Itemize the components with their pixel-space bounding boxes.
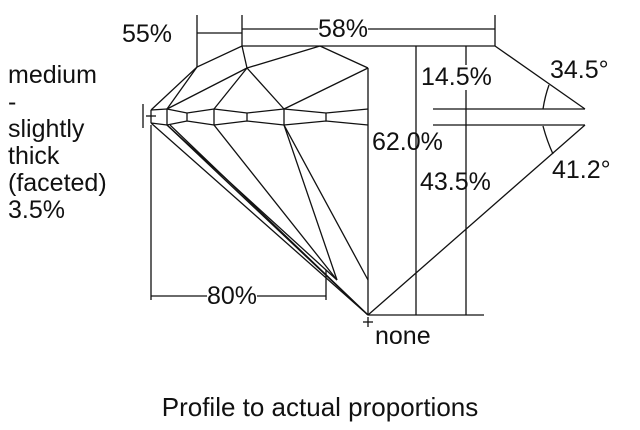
total-depth-label: 62.0% [372, 128, 443, 156]
table-label: 58% [318, 15, 369, 43]
culet-label: none [375, 322, 431, 350]
caption: Profile to actual proportions [161, 392, 479, 422]
girdle-line: thick [8, 142, 60, 170]
lower-half-label: 80% [207, 282, 258, 310]
pavilion-angle-label: 41.2° [552, 156, 611, 184]
girdle-line: - [8, 88, 17, 116]
girdle-line: (faceted) [8, 169, 107, 197]
pavilion [150, 122, 586, 316]
crown-facets [166, 45, 369, 110]
crown-height-label: 14.5% [421, 63, 492, 91]
girdle [142, 104, 585, 128]
crown-angle-label: 34.5° [550, 56, 609, 84]
girdle-line: 3.5% [8, 196, 65, 224]
girdle-line: medium [8, 61, 97, 89]
dimension-lines [150, 15, 554, 327]
girdle-line: slightly [8, 115, 85, 143]
girdle-label: medium - slightly thick (faceted) 3.5% [8, 62, 107, 224]
crown-ratio-label: 55% [122, 20, 173, 48]
pavilion-depth-label: 43.5% [420, 168, 491, 196]
